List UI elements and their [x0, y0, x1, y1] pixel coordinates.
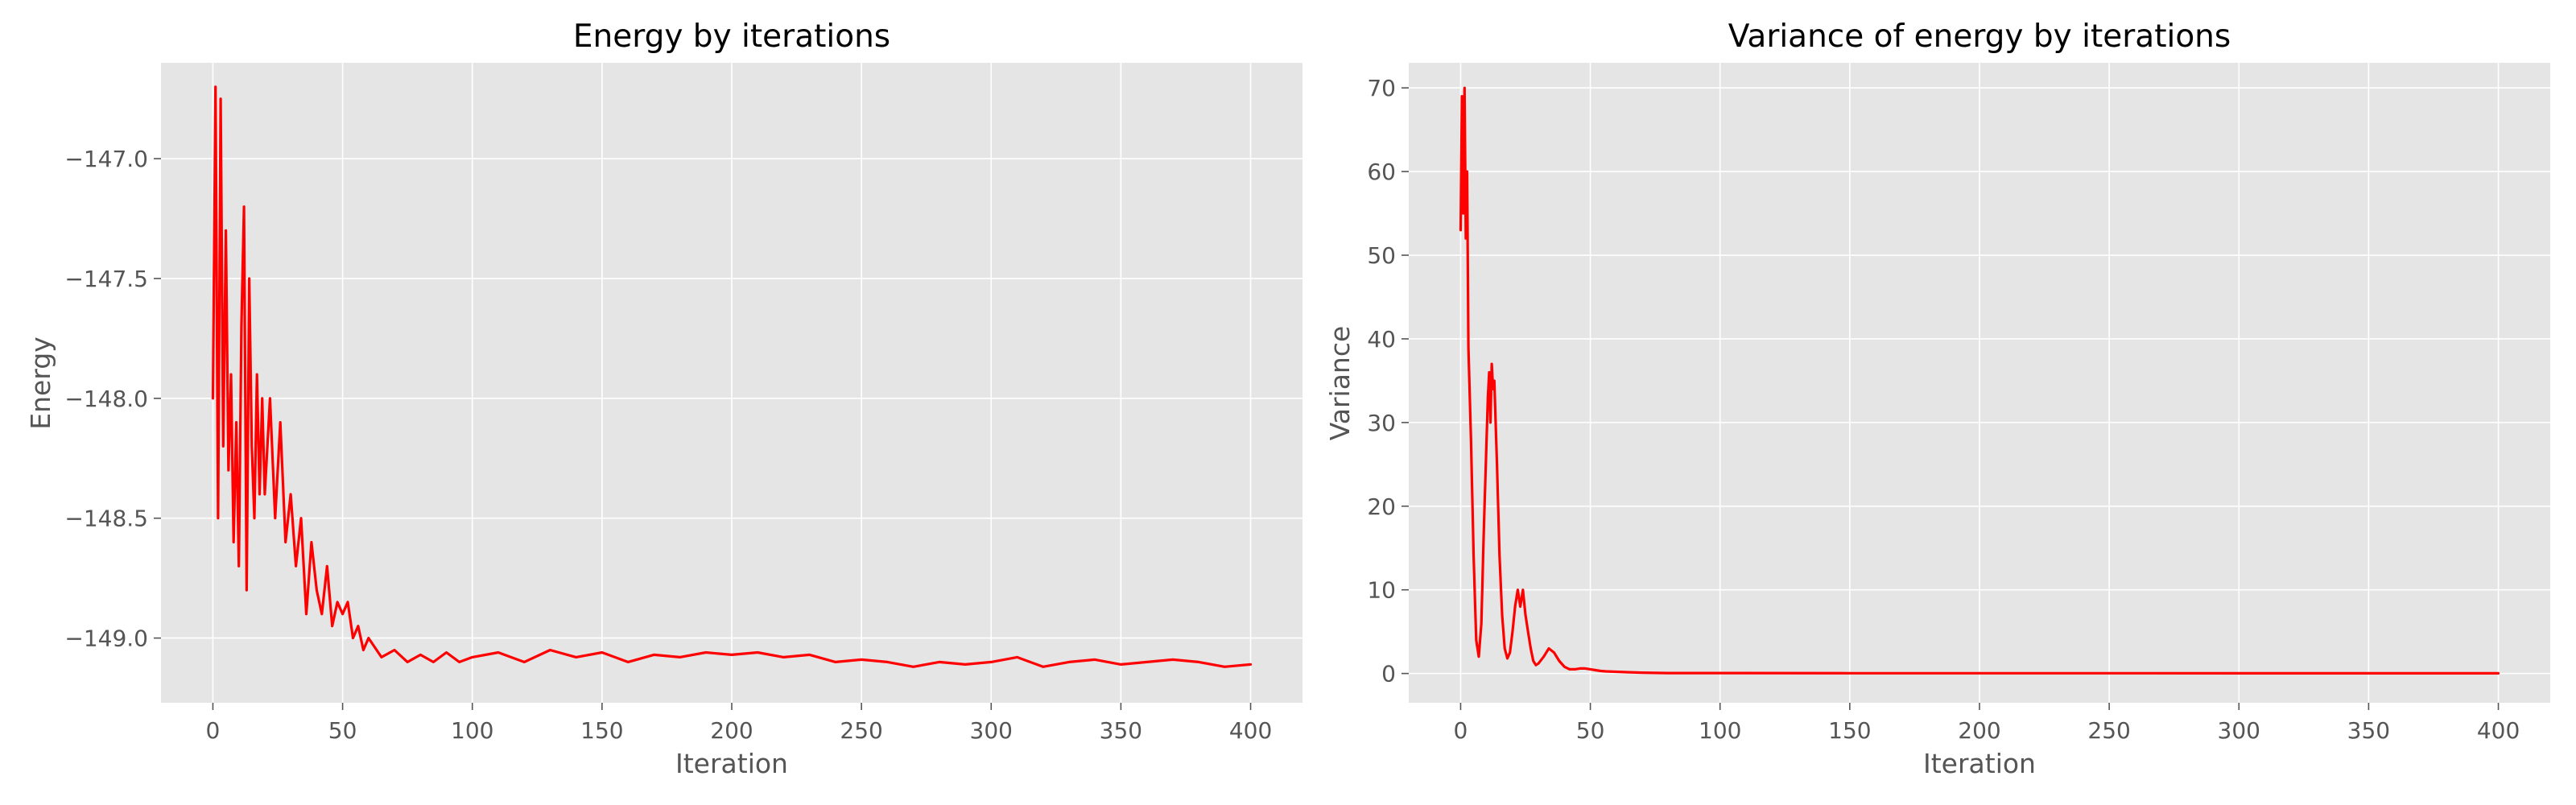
variance-x-tick-label: 150 [1828, 717, 1871, 744]
variance-x-tick-label: 300 [2218, 717, 2260, 744]
energy-y-tick-label: −148.5 [64, 506, 148, 532]
energy-y-tick-label: −147.5 [64, 266, 148, 292]
variance-y-tick-label: 20 [1367, 493, 1396, 520]
energy-x-tick-label: 150 [580, 717, 623, 744]
variance-x-tick-label: 250 [2087, 717, 2130, 744]
variance-x-tick-label: 350 [2347, 717, 2390, 744]
variance-x-axis-label: Iteration [1923, 748, 2036, 779]
energy-x-axis-label: Iteration [675, 748, 788, 779]
energy-x-tick-label: 200 [710, 717, 753, 744]
energy-x-tick-label: 300 [970, 717, 1013, 744]
variance-chart: 0 50 100 150 200 250 300 350 400 0 10 20 30 40 50 60 70… [1324, 19, 2550, 779]
variance-x-tick-label: 200 [1958, 717, 2000, 744]
energy-series [211, 85, 1253, 668]
energy-chart-title: Energy by iterations [573, 19, 890, 55]
energy-gridlines [161, 63, 1302, 703]
variance-y-tick-label: 0 [1381, 661, 1396, 687]
variance-x-tick-label: 100 [1699, 717, 1741, 744]
variance-y-tick-label: 40 [1367, 326, 1396, 353]
energy-y-tick-label: −147.0 [64, 146, 148, 172]
energy-x-tick-label: 0 [206, 717, 221, 744]
energy-y-tick-label: −148.0 [64, 386, 148, 412]
variance-y-tick-label: 50 [1367, 242, 1396, 269]
energy-x-tick-label: 400 [1229, 717, 1272, 744]
variance-y-ticks: 0 10 20 30 40 50 60 70 [1367, 75, 1409, 687]
variance-y-tick-label: 60 [1367, 159, 1396, 185]
variance-y-tick-label: 10 [1367, 577, 1396, 604]
variance-chart-title: Variance of energy by iterations [1728, 19, 2231, 55]
energy-y-axis-label: Energy [25, 336, 56, 430]
variance-series [1459, 86, 2500, 675]
energy-x-tick-label: 250 [840, 717, 882, 744]
variance-x-ticks: 0 50 100 150 200 250 300 350 400 [1454, 703, 2520, 744]
energy-chart: 0 50 100 150 200 250 300 350 400 −149.0−148.5−14… [25, 19, 1302, 779]
energy-x-tick-label: 350 [1100, 717, 1142, 744]
energy-series-line [211, 85, 1253, 668]
energy-y-tick-label: −149.0 [64, 625, 148, 652]
variance-series-line [1459, 86, 2500, 675]
variance-y-tick-label: 70 [1367, 75, 1396, 101]
energy-x-tick-label: 50 [328, 717, 357, 744]
variance-x-tick-label: 50 [1576, 717, 1605, 744]
variance-y-axis-label: Variance [1324, 326, 1356, 441]
variance-y-tick-label: 30 [1367, 410, 1396, 436]
variance-gridlines [1409, 63, 2550, 703]
energy-x-tick-label: 100 [451, 717, 493, 744]
energy-x-ticks: 0 50 100 150 200 250 300 350 400 [206, 703, 1272, 744]
variance-x-tick-label: 0 [1454, 717, 1468, 744]
variance-x-tick-label: 400 [2477, 717, 2520, 744]
energy-y-ticks: −149.0 −148.5 −148.0 −147.5 −147.0 [64, 146, 161, 652]
